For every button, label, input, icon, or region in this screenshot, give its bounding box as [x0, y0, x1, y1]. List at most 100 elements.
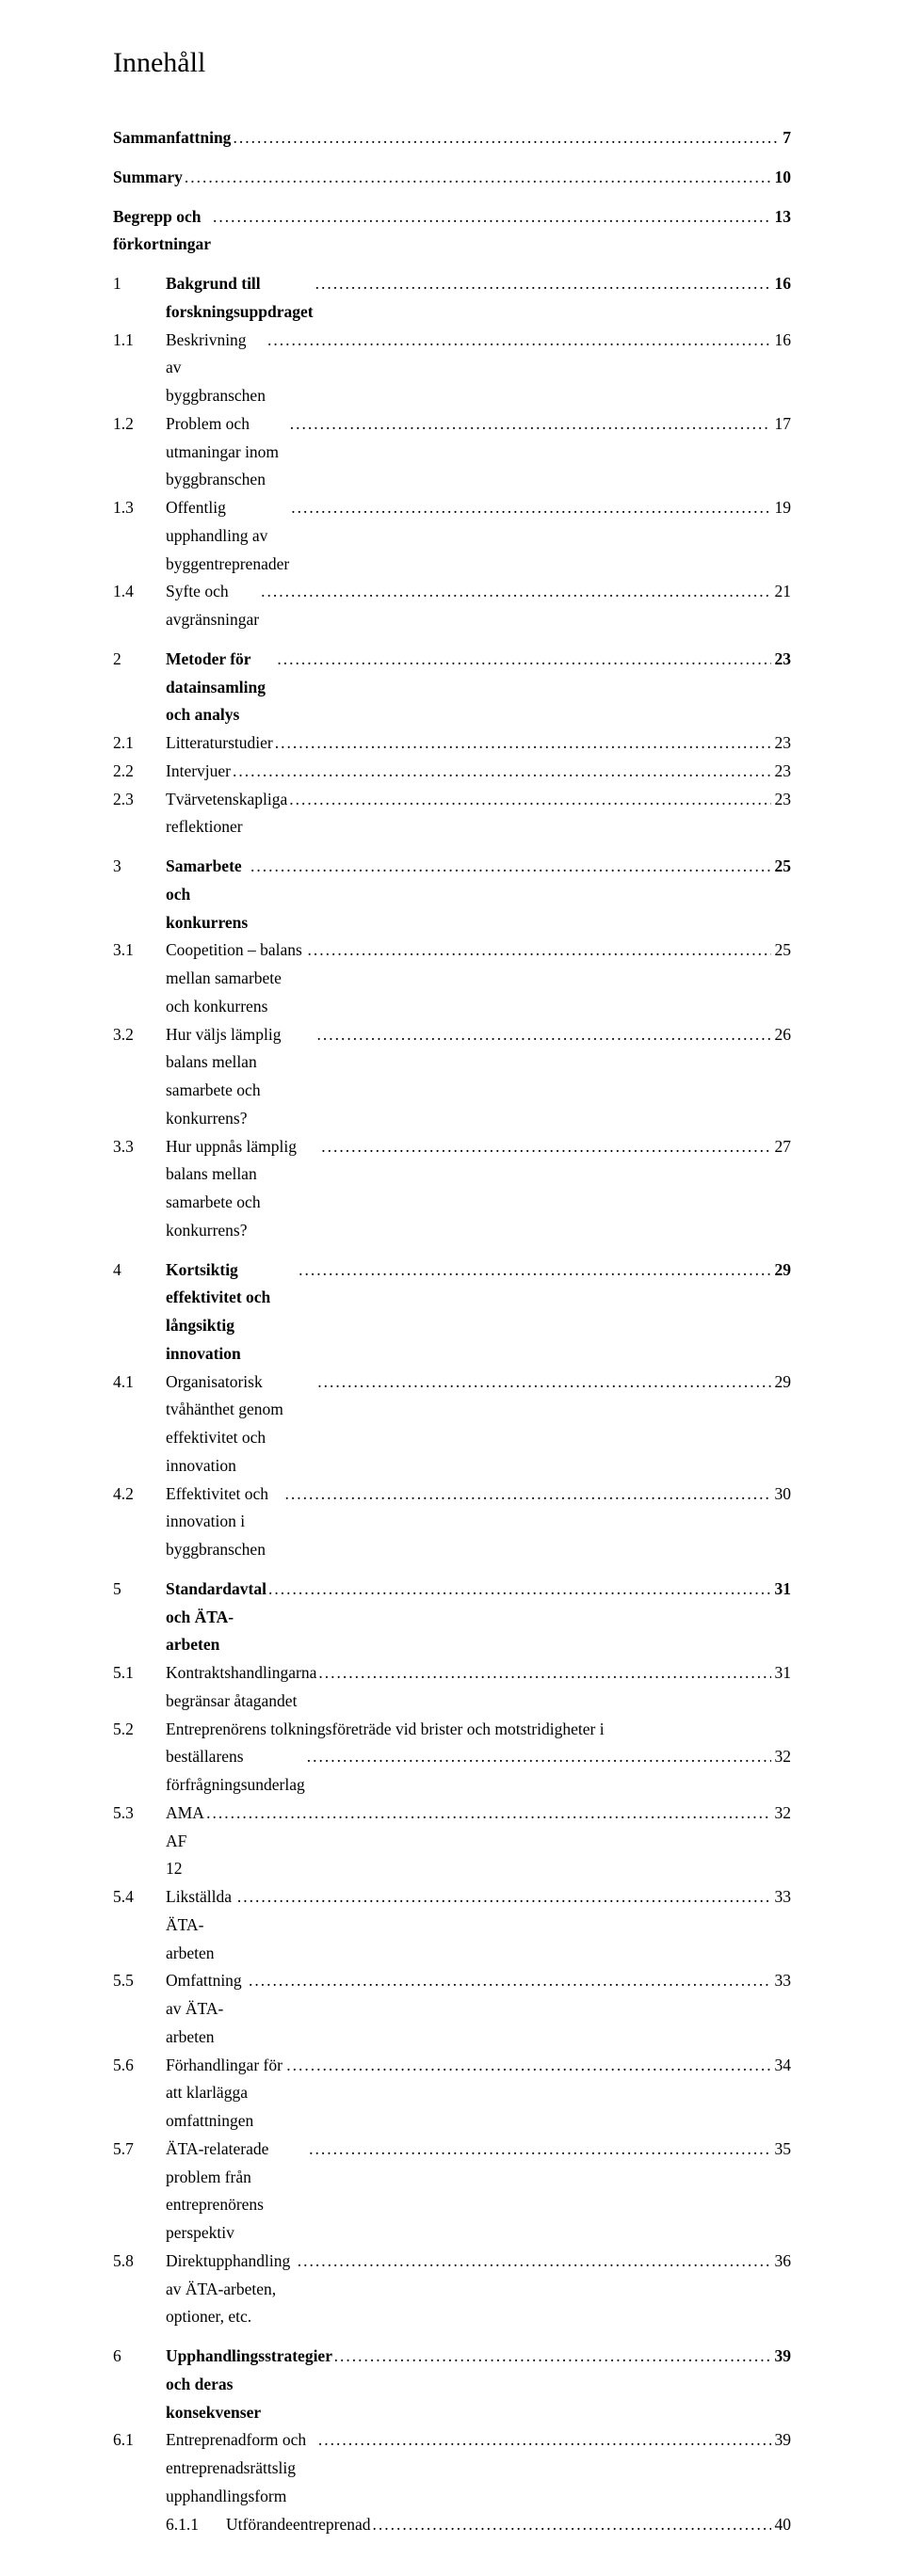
- toc-leader: [334, 2343, 771, 2371]
- toc-number: 1.1: [113, 327, 166, 355]
- toc-number: 2.2: [113, 758, 166, 786]
- toc-entry: 5.2Entreprenörens tolkningsföreträde vid…: [113, 1716, 791, 1800]
- toc-leader: [307, 1743, 771, 1771]
- toc-leader: [373, 2511, 771, 2539]
- toc-number: 5.7: [113, 2136, 166, 2164]
- toc-leader: [289, 786, 770, 814]
- toc-text: Metoder för datainsamling och analys: [166, 646, 275, 729]
- toc-leader: [285, 1480, 771, 1509]
- toc-number: 4.1: [113, 1368, 166, 1397]
- toc-gap: [113, 1245, 791, 1256]
- toc-leader: [318, 1659, 770, 1688]
- toc-text: Effektivitet och innovation i byggbransc…: [166, 1480, 283, 1564]
- toc-number: 5: [113, 1576, 166, 1604]
- toc-leader: [318, 2426, 771, 2455]
- toc-page-number: 19: [773, 494, 792, 522]
- toc-text: Litteraturstudier: [166, 729, 273, 758]
- toc-gap: [113, 192, 791, 203]
- toc-leader: [261, 578, 770, 606]
- toc-text: ÄTA-relaterade problem från entreprenöre…: [166, 2136, 307, 2248]
- toc-page-number: 21: [773, 578, 792, 606]
- toc-gap: [113, 841, 791, 853]
- toc-text: Kontraktshandlingarna begränsar åtagande…: [166, 1659, 316, 1716]
- toc-leader: [317, 1368, 770, 1397]
- toc-text: Standardavtal och ÄTA-arbeten: [166, 1576, 266, 1659]
- toc-page-number: 26: [773, 1021, 792, 1049]
- toc-leader: [308, 936, 771, 965]
- toc-number: 1.3: [113, 494, 166, 522]
- toc-gap: [113, 634, 791, 646]
- toc-text: Hur väljs lämplig balans mellan samarbet…: [166, 1021, 315, 1133]
- toc-entry: 3Samarbete och konkurrens25: [113, 853, 791, 936]
- toc-gap: [113, 152, 791, 164]
- toc-text: Entreprenadform och entreprenadsrättslig…: [166, 2426, 316, 2510]
- toc-number: 6.1.1: [113, 2511, 226, 2539]
- toc-number: 1.2: [113, 410, 166, 439]
- toc-number: 6: [113, 2343, 166, 2371]
- toc-page-number: 25: [773, 853, 792, 881]
- toc-leader: [268, 1576, 771, 1604]
- toc-gap: [113, 259, 791, 270]
- toc-entry: 3.3Hur uppnås lämplig balans mellan sama…: [113, 1133, 791, 1245]
- toc-entry: Summary10: [113, 164, 791, 192]
- toc-entry: 5.5Omfattning av ÄTA-arbeten33: [113, 1967, 791, 2051]
- toc-number: 2.3: [113, 786, 166, 814]
- toc-entry: Sammanfattning7: [113, 124, 791, 152]
- toc-page-number: 16: [773, 327, 792, 355]
- toc-entry: 6Upphandlingsstrategier och deras konsek…: [113, 2343, 791, 2426]
- toc-leader: [185, 164, 771, 192]
- toc-entry: 2Metoder för datainsamling och analys23: [113, 646, 791, 729]
- toc-text: Hur uppnås lämplig balans mellan samarbe…: [166, 1133, 319, 1245]
- toc-leader: [267, 327, 771, 355]
- toc-entry: 1.2Problem och utmaningar inom byggbrans…: [113, 410, 791, 494]
- toc-text: beställarens förfrågningsunderlag: [166, 1743, 305, 1800]
- toc-number: 3.2: [113, 1021, 166, 1049]
- toc-text: Kortsiktig effektivitet och långsiktig i…: [166, 1256, 297, 1368]
- toc-text: Problem och utmaningar inom byggbransche…: [166, 410, 288, 494]
- toc-text: Sammanfattning: [113, 124, 231, 152]
- toc-entry: 5.6Förhandlingar för att klarlägga omfat…: [113, 2052, 791, 2136]
- toc-leader: [233, 758, 771, 786]
- toc-text: Offentlig upphandling av byggentreprenad…: [166, 494, 289, 578]
- toc-entry: 4.1Organisatorisk tvåhänthet genom effek…: [113, 1368, 791, 1480]
- toc-entry: 6.1Entreprenadform och entreprenadsrätts…: [113, 2426, 791, 2510]
- toc-gap: [113, 1564, 791, 1576]
- toc-leader: [250, 853, 771, 881]
- toc-text: Intervjuer: [166, 758, 231, 786]
- toc-leader: [277, 646, 770, 674]
- toc-page-number: 32: [773, 1743, 792, 1771]
- toc-entry: 3.1Coopetition – balans mellan samarbete…: [113, 936, 791, 1020]
- toc-number: 6.1: [113, 2426, 166, 2455]
- toc-page-number: 16: [773, 270, 792, 298]
- toc-entry: 2.3Tvärvetenskapliga reflektioner23: [113, 786, 791, 842]
- toc-number: 5.1: [113, 1659, 166, 1688]
- toc-leader: [298, 2248, 771, 2276]
- toc-entry: 2.2Intervjuer23: [113, 758, 791, 786]
- toc-entry: 3.2Hur väljs lämplig balans mellan samar…: [113, 1021, 791, 1133]
- toc-entry: 5Standardavtal och ÄTA-arbeten 31: [113, 1576, 791, 1659]
- toc-page-number: 40: [773, 2511, 792, 2539]
- toc-number: 2.1: [113, 729, 166, 758]
- toc-page-number: 31: [773, 1576, 792, 1604]
- toc-text: Direktupphandling av ÄTA-arbeten, option…: [166, 2248, 296, 2331]
- toc-entry: 4.2Effektivitet och innovation i byggbra…: [113, 1480, 791, 1564]
- toc-page-number: 32: [773, 1800, 792, 1828]
- toc-text: Samarbete och konkurrens: [166, 853, 249, 936]
- toc-leader: [249, 1967, 770, 1995]
- toc-leader: [286, 2052, 770, 2080]
- toc-page-number: 13: [773, 203, 792, 232]
- toc-text: Coopetition – balans mellan samarbete oc…: [166, 936, 306, 1020]
- toc-page-number: 23: [773, 729, 792, 758]
- toc-text: Beskrivning av byggbranschen: [166, 327, 266, 410]
- toc-number: 1.4: [113, 578, 166, 606]
- toc-text: Tvärvetenskapliga reflektioner: [166, 786, 287, 842]
- toc-leader: [321, 1133, 770, 1161]
- toc-leader: [237, 1883, 771, 1912]
- toc-entry: 2.1Litteraturstudier 23: [113, 729, 791, 758]
- toc-leader: [315, 270, 771, 298]
- toc-page-number: 29: [773, 1256, 792, 1285]
- toc-page-number: 36: [773, 2248, 792, 2276]
- toc-number: 2: [113, 646, 166, 674]
- toc-gap: [113, 2331, 791, 2343]
- toc-number: 5.6: [113, 2052, 166, 2080]
